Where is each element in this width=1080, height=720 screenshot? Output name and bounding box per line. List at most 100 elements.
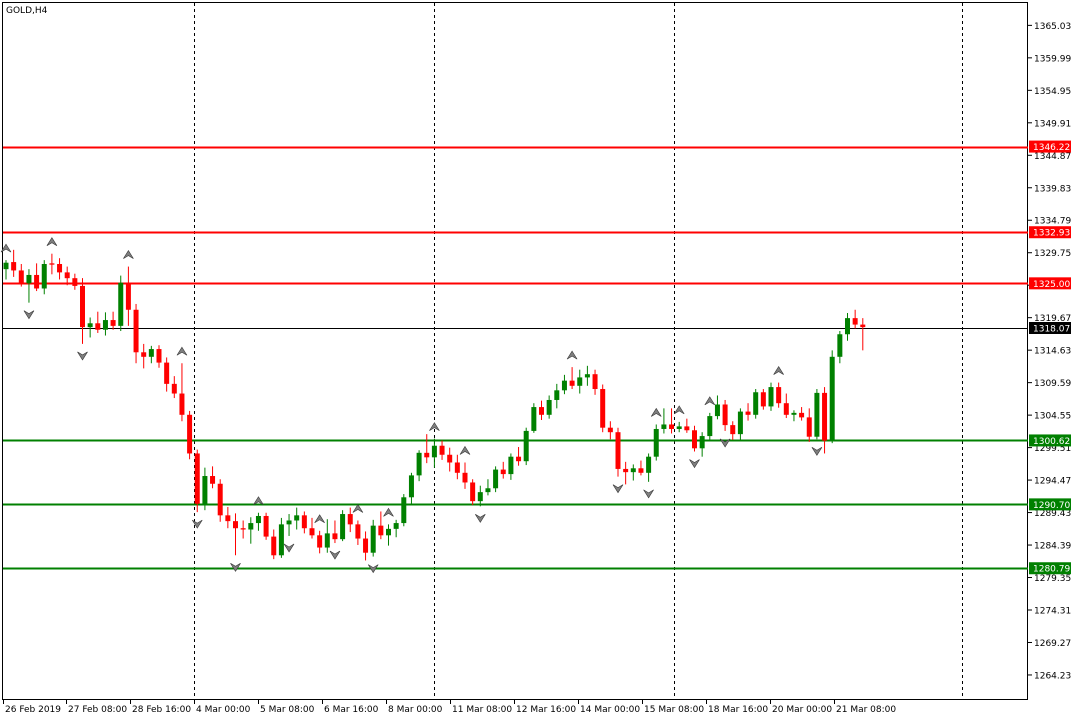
candle-body bbox=[776, 387, 782, 404]
candle-body bbox=[363, 538, 369, 553]
candle-body bbox=[240, 528, 246, 530]
candle-body bbox=[340, 514, 346, 540]
y-tick-label: 1294.47 bbox=[1034, 477, 1071, 487]
x-tick-label: 15 Mar 08:00 bbox=[644, 705, 704, 715]
candle-body bbox=[493, 469, 499, 489]
x-tick-label: 27 Feb 08:00 bbox=[68, 705, 127, 715]
candle-body bbox=[485, 488, 491, 493]
candle-body bbox=[707, 416, 713, 437]
fractal-down-arrow bbox=[77, 351, 88, 361]
candle-body bbox=[516, 456, 522, 462]
candle-body bbox=[577, 377, 583, 386]
candle-body bbox=[26, 274, 32, 284]
candle-body bbox=[393, 523, 399, 529]
candle-body bbox=[11, 262, 17, 271]
fractal-up-arrow bbox=[352, 503, 364, 513]
x-tick-label: 4 Mar 00:00 bbox=[196, 705, 251, 715]
price-tags: 1346.22 1332.93 1325.00 1300.62 1290.70 1280.… bbox=[1029, 140, 1071, 575]
candle-body bbox=[217, 483, 223, 516]
fractal-up-arrow bbox=[383, 507, 394, 517]
fractal-up-arrow bbox=[773, 366, 784, 375]
candles bbox=[3, 249, 866, 561]
fractal-down-arrow bbox=[23, 310, 35, 320]
candle-body bbox=[860, 324, 866, 328]
candle-body bbox=[852, 318, 858, 325]
candle-body bbox=[324, 533, 330, 548]
candle-body bbox=[18, 270, 24, 284]
x-tick-label: 12 Mar 16:00 bbox=[516, 705, 576, 715]
candle-body bbox=[699, 436, 705, 449]
candle-body bbox=[477, 492, 483, 502]
candle-body bbox=[791, 412, 797, 415]
candle-body bbox=[592, 374, 598, 390]
fractal-up-arrow bbox=[46, 237, 58, 246]
candle-body bbox=[317, 535, 323, 548]
candle-body bbox=[638, 468, 644, 473]
candle-body bbox=[806, 417, 812, 437]
x-tick-label: 5 Mar 08:00 bbox=[260, 705, 315, 715]
candle-body bbox=[233, 521, 238, 529]
candle-body bbox=[286, 520, 292, 525]
fractal-down-arrow bbox=[719, 438, 731, 448]
support-tag-text: 1290.70 bbox=[1033, 501, 1070, 511]
x-tick-label: 28 Feb 16:00 bbox=[132, 705, 191, 715]
time-axis: 26 Feb 2019 27 Feb 08:00 28 Feb 16:00 4 Mar… bbox=[3, 699, 896, 715]
candle-body bbox=[661, 424, 667, 429]
candle-body bbox=[57, 264, 63, 273]
candle-body bbox=[745, 411, 751, 415]
candle-body bbox=[133, 309, 139, 353]
candle-body bbox=[301, 515, 307, 529]
x-tick-label: 26 Feb 2019 bbox=[5, 705, 61, 715]
candle-body bbox=[202, 476, 208, 504]
candle-body bbox=[347, 514, 353, 525]
support-tag-text: 1300.62 bbox=[1033, 437, 1070, 447]
y-tick-label: 1269.27 bbox=[1034, 639, 1071, 649]
candle-body bbox=[332, 533, 338, 540]
candle-body bbox=[148, 349, 154, 357]
candle-body bbox=[623, 468, 629, 473]
candle-body bbox=[309, 528, 315, 536]
candle-body bbox=[783, 403, 789, 415]
candle-body bbox=[669, 424, 675, 429]
candle-body bbox=[462, 472, 468, 483]
candle-body bbox=[271, 536, 277, 556]
fractal-down-arrow bbox=[191, 519, 203, 529]
x-tick-label: 18 Mar 16:00 bbox=[708, 705, 768, 715]
candle-body bbox=[370, 525, 376, 553]
candle-body bbox=[378, 525, 384, 536]
fractal-down-arrow bbox=[329, 550, 341, 560]
candle-body bbox=[41, 264, 47, 289]
resistance-tag-text: 1346.22 bbox=[1033, 143, 1070, 153]
fractal-down-arrow bbox=[475, 514, 486, 523]
y-tick-label: 1304.55 bbox=[1034, 412, 1071, 422]
candle-body bbox=[539, 407, 544, 415]
support-tag-box bbox=[1029, 498, 1071, 511]
y-tick-label: 1365.03 bbox=[1034, 22, 1071, 32]
fractal-up-arrow bbox=[673, 405, 685, 415]
x-tick-label: 14 Mar 00:00 bbox=[580, 705, 640, 715]
candle-body bbox=[768, 387, 774, 407]
candle-body bbox=[607, 427, 613, 433]
candle-body bbox=[187, 414, 193, 454]
y-tick-label: 1329.75 bbox=[1034, 249, 1071, 259]
candle-body bbox=[355, 524, 361, 539]
resistance-tag-text: 1325.00 bbox=[1033, 280, 1070, 290]
x-tick-label: 11 Mar 08:00 bbox=[452, 705, 512, 715]
y-tick-label: 1359.99 bbox=[1034, 54, 1071, 64]
candle-body bbox=[424, 452, 430, 458]
candle-body bbox=[554, 390, 560, 400]
fractal-up-arrow bbox=[429, 422, 440, 431]
candle-body bbox=[118, 282, 124, 326]
candle-body bbox=[263, 515, 269, 537]
fractal-up-arrow bbox=[459, 445, 471, 455]
candle-body bbox=[600, 389, 606, 428]
y-tick-label: 1264.23 bbox=[1034, 671, 1071, 681]
candle-body bbox=[255, 515, 261, 524]
candle-body bbox=[49, 263, 55, 265]
fractal-down-arrow bbox=[367, 564, 379, 574]
current-price-tag-box bbox=[1029, 321, 1071, 334]
y-tick-label: 1274.31 bbox=[1034, 607, 1071, 617]
candle-body bbox=[822, 392, 828, 441]
y-tick-label: 1289.43 bbox=[1034, 509, 1071, 519]
